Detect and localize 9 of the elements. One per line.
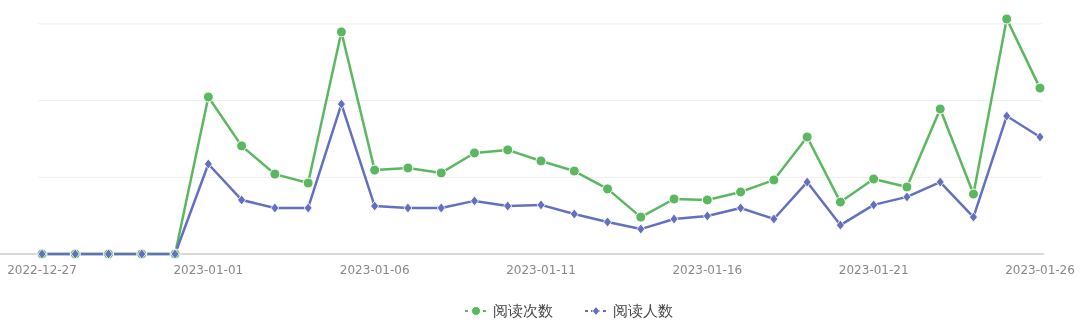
legend-label: 阅读次数 <box>493 302 553 320</box>
x-tick-label: 2023-01-21 <box>838 263 909 277</box>
x-tick-label: 2023-01-26 <box>1005 263 1075 277</box>
x-tick-label: 2023-01-01 <box>173 263 244 277</box>
x-tick-label: 2023-01-06 <box>339 263 410 277</box>
x-tick-label: 2023-01-16 <box>672 263 743 277</box>
x-tick-label: 2023-01-11 <box>506 263 576 277</box>
x-tick-label: 2022-12-27 <box>7 263 77 277</box>
legend-label: 阅读人数 <box>613 302 673 320</box>
